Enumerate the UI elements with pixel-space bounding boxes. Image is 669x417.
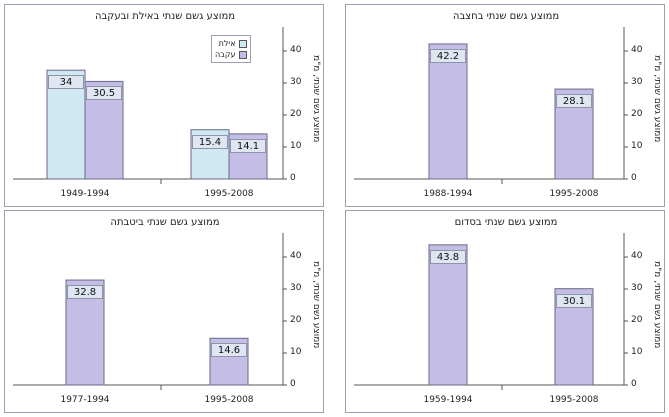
chart-title: ממוצע גשם שנתי בסדום [454,217,558,228]
x-tick-label: 1995-2008 [549,189,599,199]
y-tick-label: 40 [631,45,643,55]
y-tick-label: 10 [290,141,302,151]
chart-title: ממוצע גשם שנתי באילת ובעקבה [94,11,236,22]
y-tick-label: 0 [290,173,296,183]
y-tick-label: 40 [631,251,643,261]
data-label: 30.1 [556,293,592,308]
data-label: 34 [48,75,84,90]
y-tick-label: 10 [631,347,643,357]
y-tick-label: 40 [290,45,302,55]
data-label: 42.2 [430,48,466,63]
bar [428,244,468,386]
chart-plot [354,233,628,390]
legend-item: עקבה [215,49,247,60]
y-tick-label: 20 [290,109,302,119]
chart-panel: 0 10 20 30 40 42.2 1988-1994 28.1 1995-2008 ממוצע… [345,4,665,207]
x-tick-label: 1949-1994 [60,189,110,199]
y-tick-label: 30 [631,283,643,293]
chart-plot [13,233,287,390]
y-tick-label: 20 [631,315,643,325]
y-axis-label: ממוצע גשם שנתי, מ"מ [652,55,662,143]
x-tick-label: 1995-2008 [204,395,254,405]
legend-label: אילת [218,39,236,48]
chart-panel: 0 10 20 30 40 34 30.5 1949-1994 15.4 14.1 1995-200… [4,4,324,207]
y-tick-label: 20 [290,315,302,325]
chart-plot [354,27,628,184]
y-tick-label: 30 [290,77,302,87]
data-label: 14.6 [211,343,247,358]
data-label: 32.8 [67,285,103,300]
chart-panel: 0 10 20 30 40 43.8 1959-1994 30.1 1995-2008 ממוצע… [345,210,665,413]
y-axis-label: ממוצע גשם שנתי, מ"מ [311,261,321,349]
y-tick-label: 30 [290,283,302,293]
chart-title: ממוצע גשם שנתי בחצבה [452,11,560,22]
x-tick-label: 1988-1994 [423,189,473,199]
y-axis-label: ממוצע גשם שנתי, מ"מ [652,261,662,349]
legend-label: עקבה [215,50,236,59]
y-axis-label: ממוצע גשם שנתי, מ"מ [311,55,321,143]
x-tick-label: 1977-1994 [60,395,110,405]
legend-item: אילת [215,38,247,49]
x-tick-label: 1995-2008 [204,189,254,199]
x-tick-label: 1959-1994 [423,395,473,405]
chart-plot [13,27,287,184]
y-tick-label: 30 [631,77,643,87]
legend-swatch [238,50,247,59]
chart-panel: 0 10 20 30 40 32.8 1977-1994 14.6 1995-2008 ממוצע… [4,210,324,413]
bar [428,43,468,180]
data-label: 43.8 [430,249,466,264]
y-tick-label: 0 [631,379,637,389]
y-tick-label: 10 [631,141,643,151]
y-tick-label: 40 [290,251,302,261]
y-tick-label: 20 [631,109,643,119]
y-tick-label: 0 [631,173,637,183]
y-tick-label: 10 [290,347,302,357]
data-label: 14.1 [230,138,266,153]
chart-title: ממוצע גשם שנתי ביטבתה [110,217,220,228]
data-label: 28.1 [556,94,592,109]
legend-swatch [238,39,247,48]
legend: אילת עקבה [211,35,251,63]
data-label: 30.5 [86,86,122,101]
data-label: 15.4 [192,134,228,149]
y-tick-label: 0 [290,379,296,389]
x-tick-label: 1995-2008 [549,395,599,405]
